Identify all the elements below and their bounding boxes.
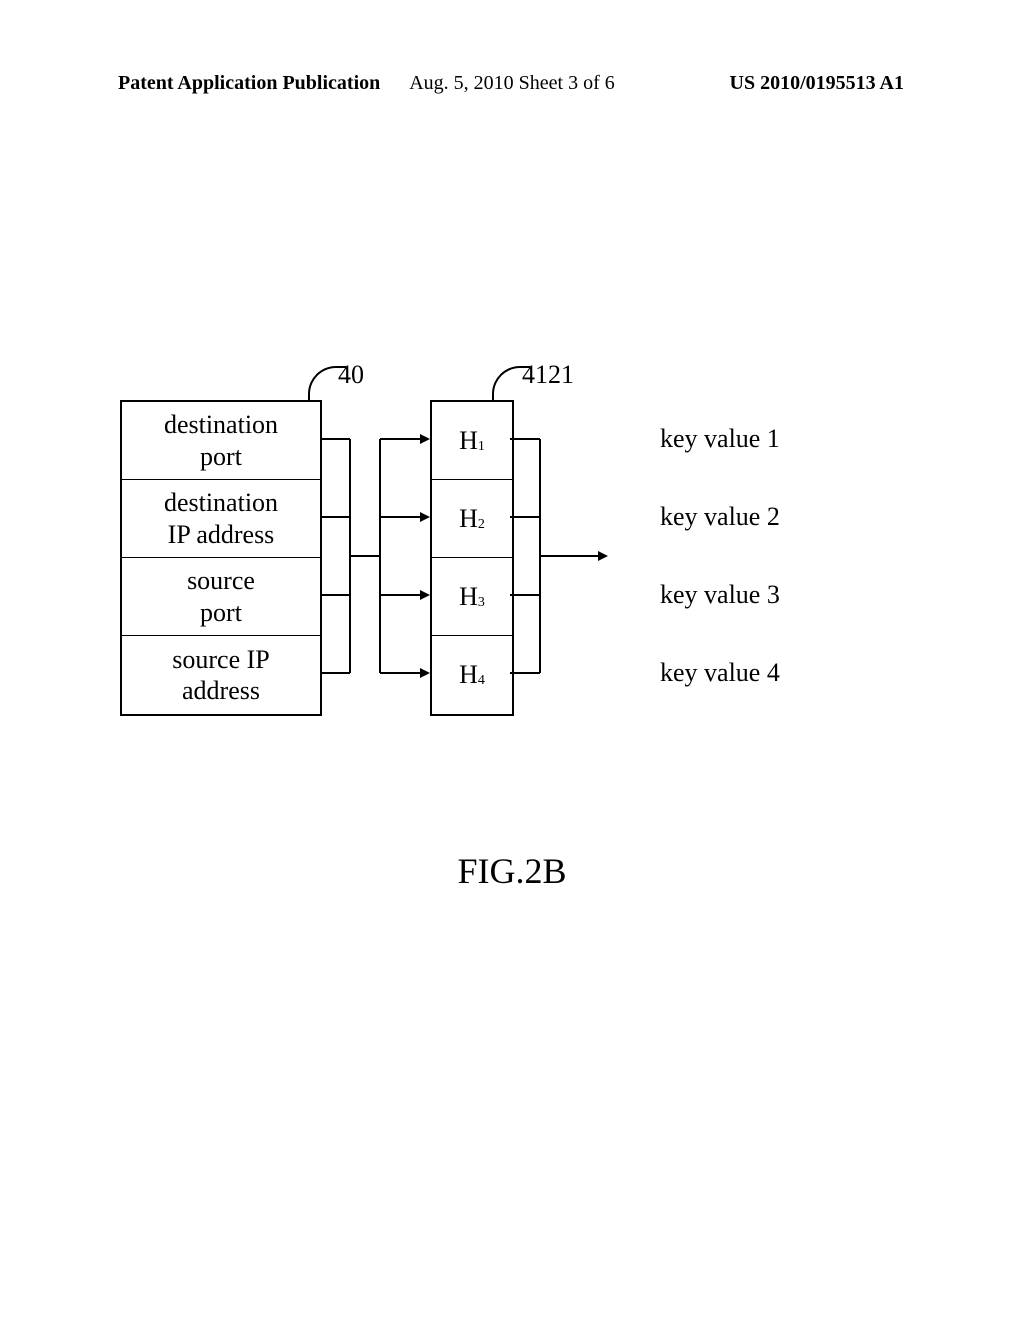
hash-label: H	[459, 504, 478, 534]
page-header: Patent Application Publication Aug. 5, 2…	[0, 72, 1024, 95]
reference-label-40: 40	[338, 360, 364, 390]
hash-sub: 1	[478, 439, 485, 455]
hash-sub: 3	[478, 595, 485, 611]
key-value-group: key value 1 key value 2 key value 3 key …	[660, 400, 780, 712]
header-date-sheet: Aug. 5, 2010 Sheet 3 of 6	[409, 72, 615, 95]
hash-label: H	[459, 582, 478, 612]
hash-box-2: H2	[432, 480, 512, 558]
hash-label: H	[459, 426, 478, 456]
hash-box-3: H3	[432, 558, 512, 636]
hash-label: H	[459, 660, 478, 690]
connector-svg	[120, 400, 680, 720]
header-publication-label: Patent Application Publication	[118, 72, 380, 95]
header-patent-number: US 2010/0195513 A1	[730, 72, 904, 95]
key-value-2: key value 2	[660, 478, 780, 556]
key-value-1: key value 1	[660, 400, 780, 478]
key-value-4: key value 4	[660, 634, 780, 712]
hash-sub: 2	[478, 517, 485, 533]
hash-box-4: H4	[432, 636, 512, 714]
key-value-3: key value 3	[660, 556, 780, 634]
figure-label: FIG.2B	[457, 850, 566, 892]
hash-box-group: H1 H2 H3 H4	[430, 400, 514, 716]
hash-sub: 4	[478, 673, 485, 689]
hash-box-1: H1	[432, 402, 512, 480]
reference-label-4121: 4121	[522, 360, 574, 390]
